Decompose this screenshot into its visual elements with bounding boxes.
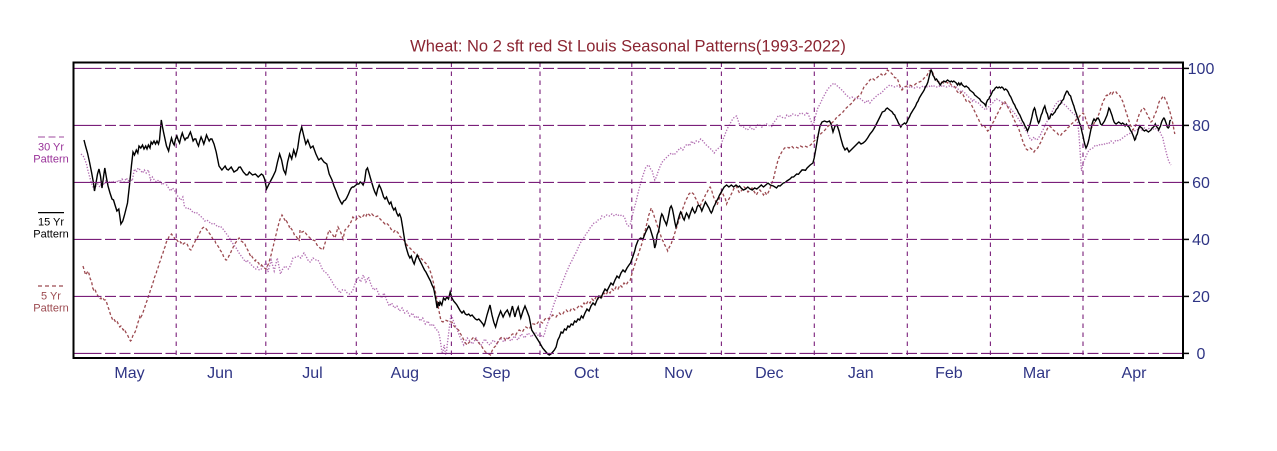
svg-text:Feb: Feb — [935, 365, 963, 382]
svg-text:Apr: Apr — [1122, 365, 1148, 382]
svg-text:20: 20 — [1192, 289, 1210, 306]
svg-text:Pattern: Pattern — [33, 154, 68, 166]
svg-text:15 Yr: 15 Yr — [38, 217, 64, 229]
svg-text:Jul: Jul — [302, 365, 322, 382]
svg-text:5 Yr: 5 Yr — [41, 291, 61, 303]
svg-text:Sep: Sep — [482, 365, 511, 382]
svg-text:80: 80 — [1192, 118, 1210, 135]
svg-text:30 Yr: 30 Yr — [38, 142, 64, 154]
svg-text:60: 60 — [1192, 175, 1210, 192]
svg-text:Mar: Mar — [1023, 365, 1051, 382]
svg-text:Dec: Dec — [755, 365, 783, 382]
svg-text:Jun: Jun — [207, 365, 233, 382]
svg-text:Wheat: No 2 sft red St Louis S: Wheat: No 2 sft red St Louis Seasonal Pa… — [410, 38, 846, 56]
svg-text:40: 40 — [1192, 232, 1210, 249]
svg-text:Pattern: Pattern — [33, 303, 68, 315]
svg-text:Aug: Aug — [391, 365, 419, 382]
svg-text:100: 100 — [1188, 61, 1215, 78]
svg-text:Pattern: Pattern — [33, 229, 68, 241]
svg-text:Nov: Nov — [664, 365, 692, 382]
svg-text:Jan: Jan — [848, 365, 874, 382]
svg-text:May: May — [114, 365, 144, 382]
svg-text:Oct: Oct — [574, 365, 599, 382]
svg-text:0: 0 — [1197, 346, 1206, 363]
